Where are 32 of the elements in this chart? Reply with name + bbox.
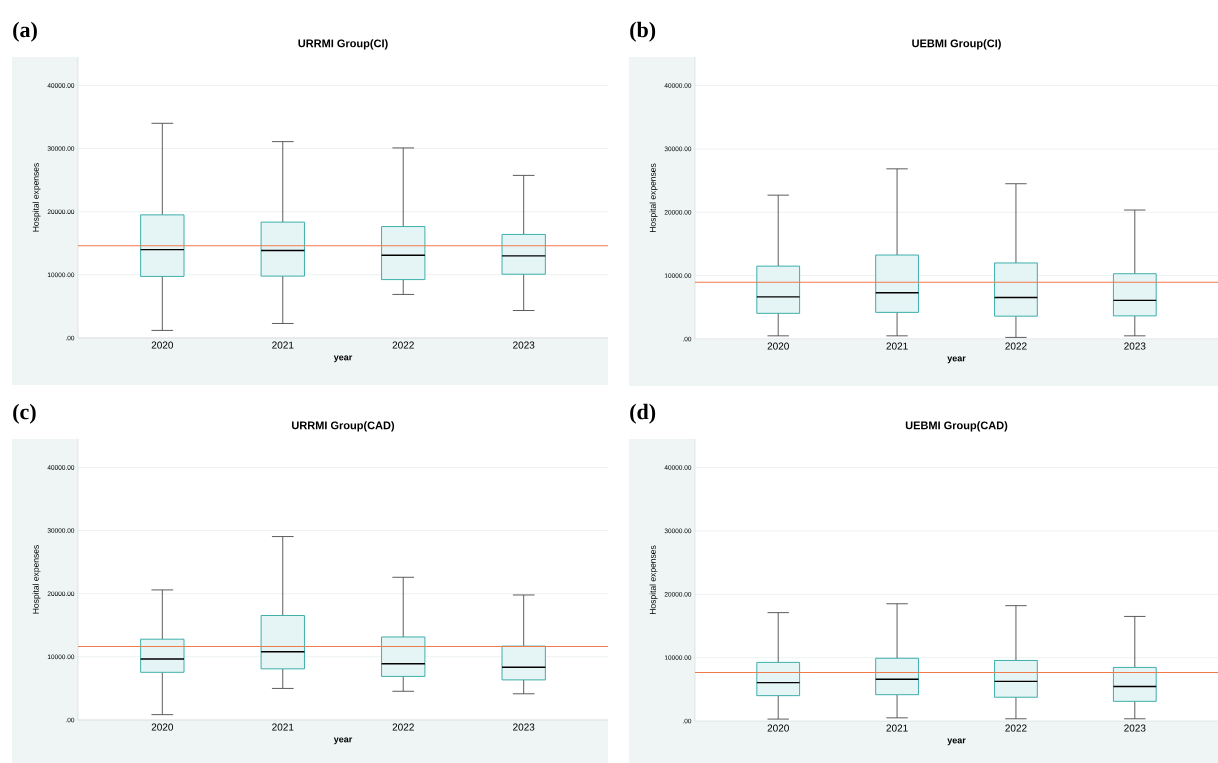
x-tick-label: 2021	[886, 342, 908, 350]
y-axis-title: Hospital expenses	[649, 545, 658, 615]
text: (d)	[630, 403, 656, 424]
x-tick-label: 2022	[392, 723, 414, 731]
chart-title: URRMI Group(CI)	[298, 39, 388, 50]
x-tick-label: 2023	[1124, 724, 1146, 732]
x-tick-label: 2020	[767, 342, 789, 350]
text: (b)	[630, 21, 656, 42]
x-tick-label: 2021	[272, 341, 294, 349]
x-tick-label: 2020	[151, 341, 174, 349]
x-tick-label: 2022	[1005, 724, 1027, 732]
y-axis-title: Hospital expenses	[32, 545, 41, 614]
y-axis-title: Hospital expenses	[32, 163, 41, 232]
x-axis-title: year	[333, 355, 353, 363]
chart-title: URRMI Group(CAD)	[292, 421, 395, 432]
x-tick-label: 2023	[513, 723, 535, 731]
x-tick-label: 2022	[1005, 342, 1027, 350]
y-axis-title: Hospital expenses	[649, 163, 658, 233]
x-axis-title: year	[333, 737, 353, 745]
x-tick-label: 2021	[272, 723, 294, 731]
x-tick-label: 2021	[886, 724, 908, 732]
chart-title: UEBMI Group(CI)	[912, 39, 1001, 50]
x-tick-label: 2023	[513, 341, 535, 349]
x-tick-label: 2022	[392, 341, 414, 349]
x-tick-label: 2020	[767, 724, 789, 732]
chart-title: UEBMI Group(CAD)	[905, 421, 1008, 432]
x-axis-title: year	[947, 356, 966, 364]
text: (c)	[13, 403, 36, 424]
x-tick-label: 2023	[1124, 342, 1146, 350]
text: (a)	[13, 21, 37, 42]
x-axis-title: year	[947, 738, 966, 746]
x-tick-label: 2020	[151, 723, 174, 731]
